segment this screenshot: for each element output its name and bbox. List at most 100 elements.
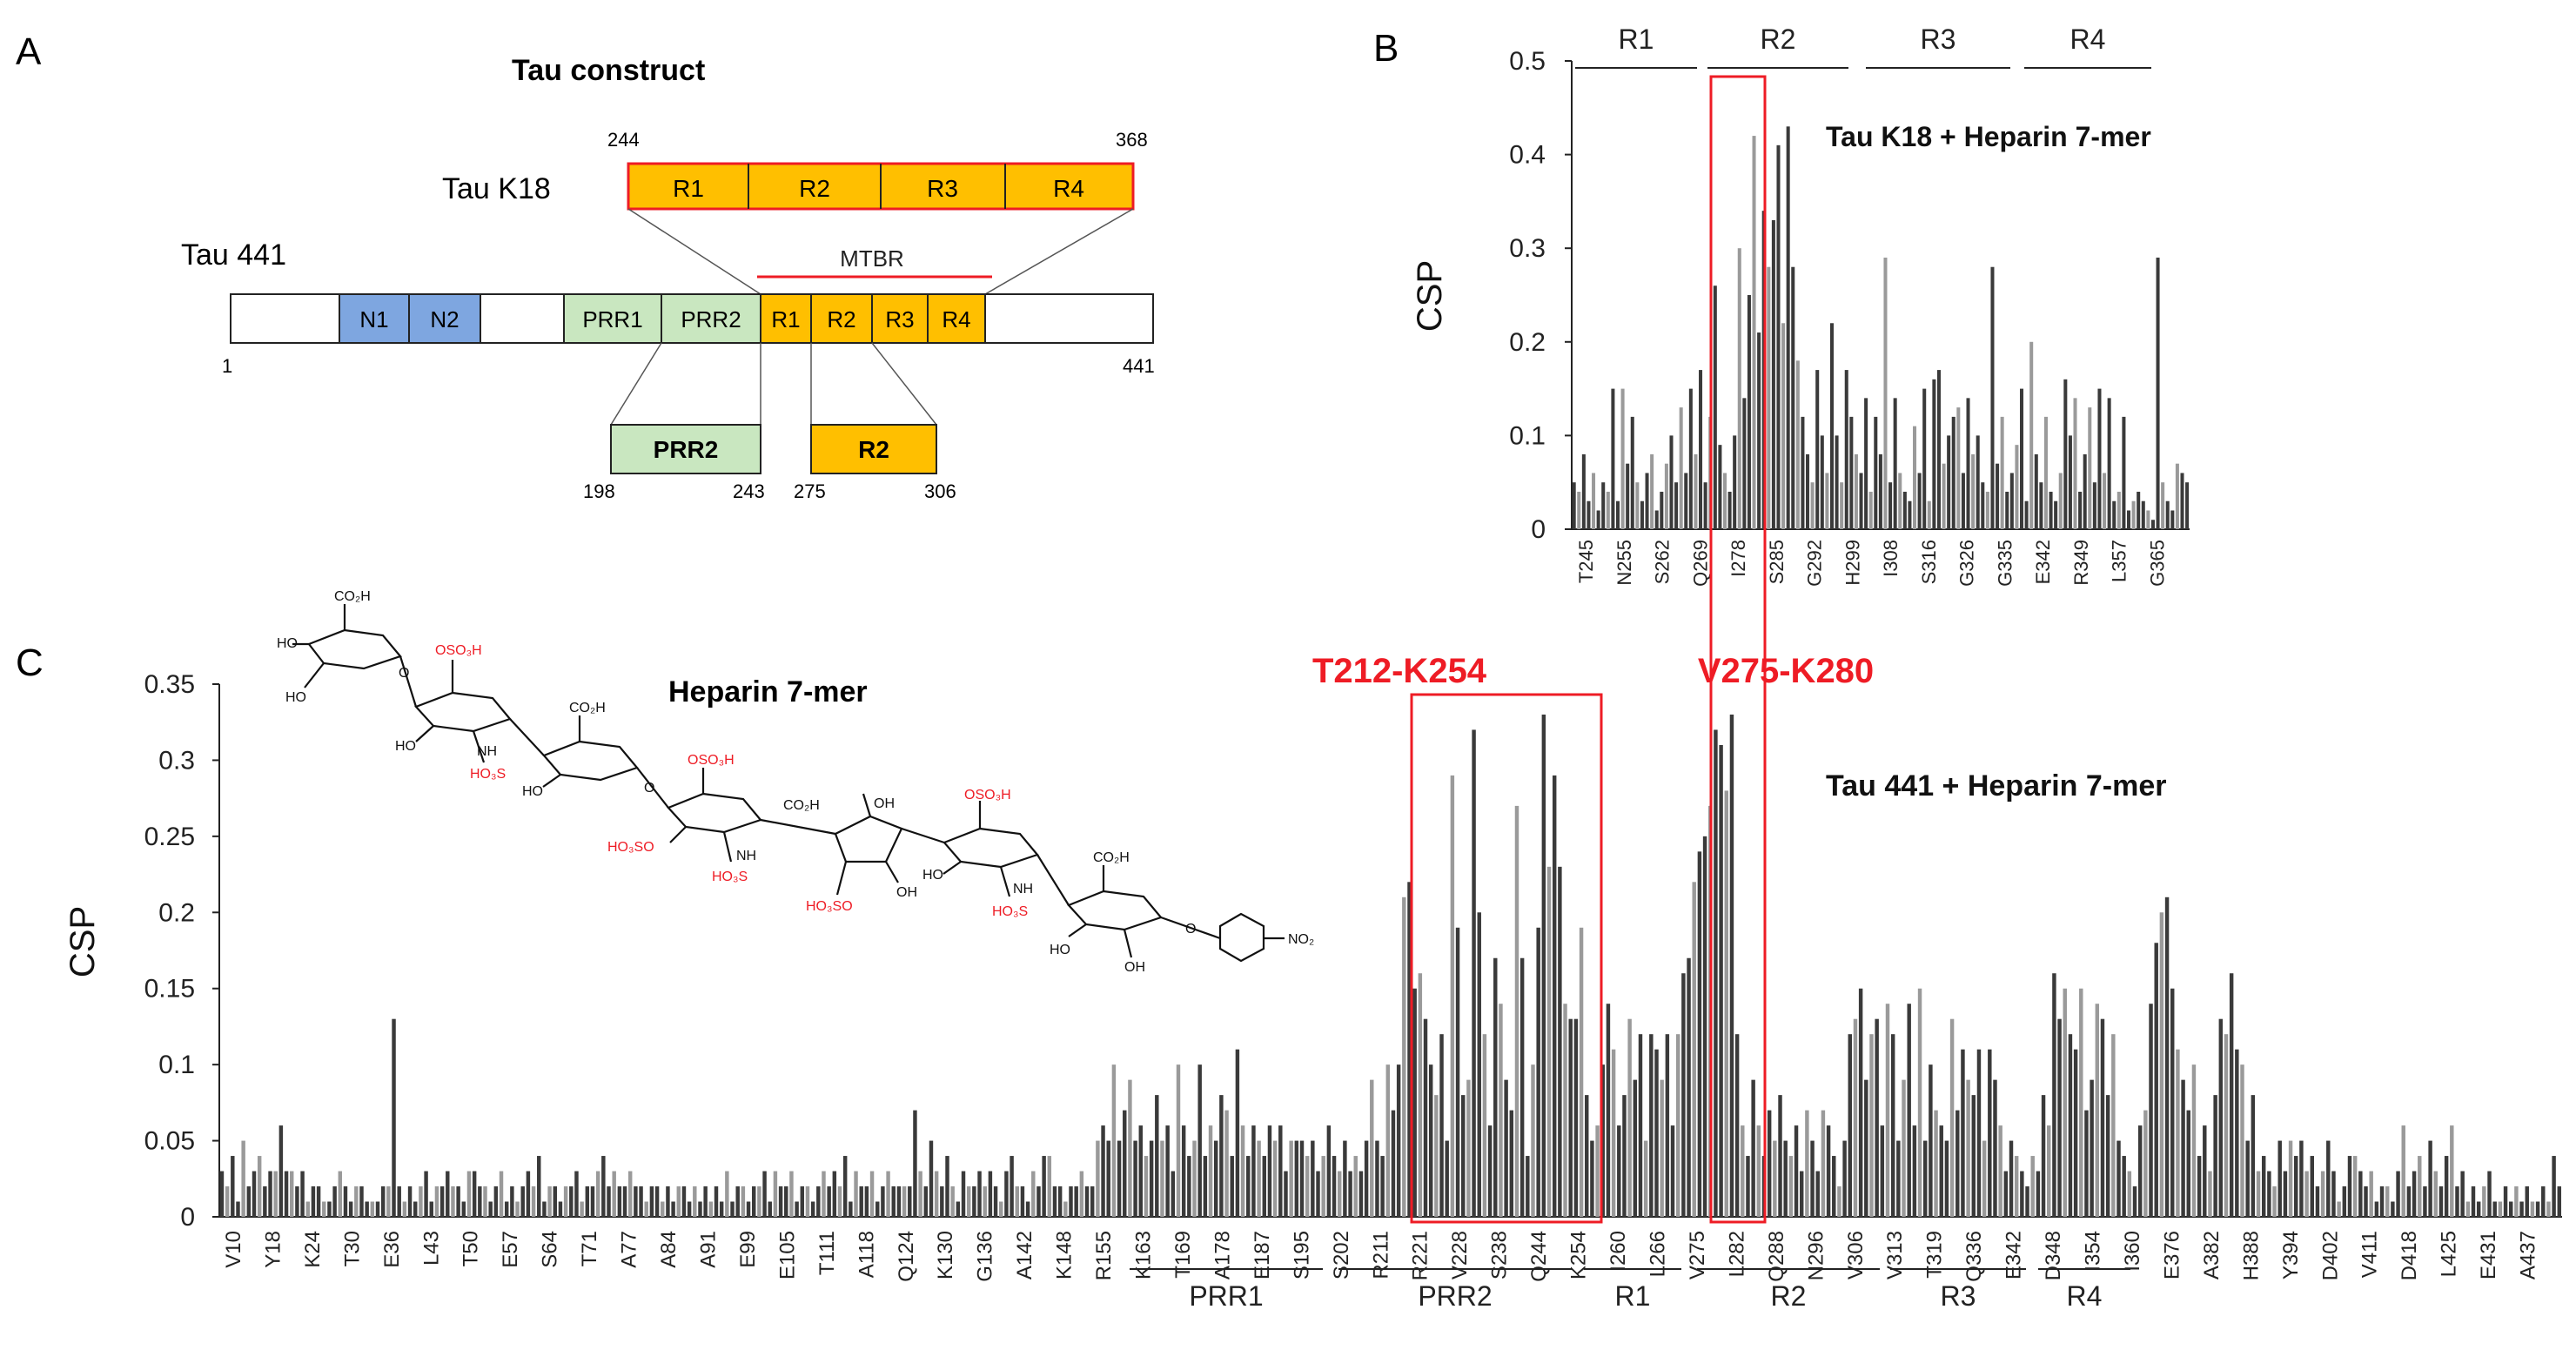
k18-start-label: 244 [607,129,640,151]
csp-bar [2049,491,2053,529]
csp-bar [569,1186,574,1217]
domain-n2-box [408,293,481,344]
y-tick-label: 0.4 [1509,141,1546,170]
csp-bar [1727,491,1732,529]
csp-bar [934,1171,939,1217]
csp-bar [1514,805,1519,1217]
csp-bar [2107,398,2111,529]
csp-bar [2170,510,2175,529]
x-tick-label: D402 [2318,1231,2342,1280]
label-co2h: CO₂H [783,798,820,813]
csp-bar [1434,1095,1439,1217]
glycosidic-links [399,655,1221,940]
csp-bar [1084,1186,1090,1217]
csp-bar [1219,1095,1224,1217]
domain-r4-label: R4 [942,306,970,332]
csp-bar [1699,370,1703,529]
csp-bar [1942,463,1946,529]
k18-label: Tau K18 [442,172,551,205]
csp-bar [322,1201,326,1217]
csp-bar [2092,482,2096,529]
csp-bar [1829,323,1834,529]
csp-bar [1482,1034,1487,1217]
label-nh: NH [477,744,497,759]
csp-bar [1042,1156,1046,1217]
csp-bar [2063,379,2068,529]
csp-bar [1734,1034,1740,1217]
csp-bar [1010,1156,1014,1217]
csp-bar [1224,1110,1229,1217]
csp-bar [488,1201,493,1217]
x-tick-label: N255 [1613,540,1635,586]
csp-bar [2132,1186,2137,1217]
x-tick-label: Q269 [1689,540,1711,587]
csp-bar [1348,1171,1352,1217]
csp-bar [1767,266,1771,529]
csp-bar [1645,473,1649,529]
csp-bar [1192,1140,1197,1217]
csp-bar [1719,744,1723,1217]
csp-bar [768,1201,772,1217]
csp-bar [1713,285,1717,529]
csp-bar [1746,1156,1750,1217]
csp-bar [2020,1171,2024,1217]
csp-bar [2261,1156,2266,1217]
csp-bar [1630,416,1634,529]
csp-bar [1412,988,1417,1217]
csp-bar [1595,1125,1600,1217]
highlight-box-v275-k280 [1709,75,1767,1224]
csp-bar [881,1186,885,1217]
csp-bar [1445,1140,1449,1217]
csp-bar [1587,500,1591,529]
csp-bar [2433,1171,2438,1217]
y-tick-label: 0 [180,1203,195,1232]
x-tick-label: A142 [1013,1231,1036,1279]
csp-bar [1396,1064,1401,1217]
csp-bar [429,1201,433,1217]
csp-bar [1718,445,1722,529]
csp-bar [1864,398,1868,529]
y-tick-label: 0.2 [1509,328,1546,357]
csp-bar [1531,1064,1535,1217]
sugar-ring-3 [542,740,639,782]
csp-bar [2150,520,2155,529]
domain-prr1-label: PRR1 [582,306,642,332]
csp-bar [2310,1156,2314,1217]
csp-bar [2401,1125,2405,1217]
csp-bar [950,1186,955,1217]
csp-bar [988,1171,993,1217]
csp-bar [2299,1140,2304,1217]
csp-bar [2213,1095,2217,1217]
csp-bar [1981,482,1985,529]
csp-bar [1875,1018,1879,1217]
csp-bar [2251,1095,2256,1217]
csp-bar [2103,473,2107,529]
csp-bar [2379,1186,2385,1217]
csp-bar [2034,453,2038,529]
csp-bar [832,1171,837,1217]
sugar-ring-7 [1067,890,1163,931]
csp-bar [574,1171,579,1217]
csp-bar [1826,1125,1831,1217]
csp-bar [1733,435,1737,529]
x-tick-label: S195 [1290,1231,1313,1279]
x-tick-label: G335 [1994,540,2016,587]
csp-bar [1675,1034,1680,1217]
csp-bar [1380,1156,1385,1217]
csp-bar [219,1171,225,1217]
csp-bar [1934,1110,1938,1217]
csp-bar [617,1186,622,1217]
csp-bar [1326,1125,1332,1217]
csp-bar [1922,1140,1928,1217]
csp-bar [2112,500,2116,529]
csp-bar [2385,1186,2390,1217]
x-tick-label: Y394 [2279,1231,2303,1279]
csp-bar [816,1186,821,1217]
x-tick-label: K24 [301,1231,325,1268]
x-tick-label: S64 [539,1231,562,1268]
csp-bar [1450,775,1455,1217]
csp-bar [1577,491,1581,529]
x-tick-label: E105 [775,1231,799,1279]
x-tick-label: G292 [1804,540,1826,587]
csp-bar [2003,1171,2009,1217]
